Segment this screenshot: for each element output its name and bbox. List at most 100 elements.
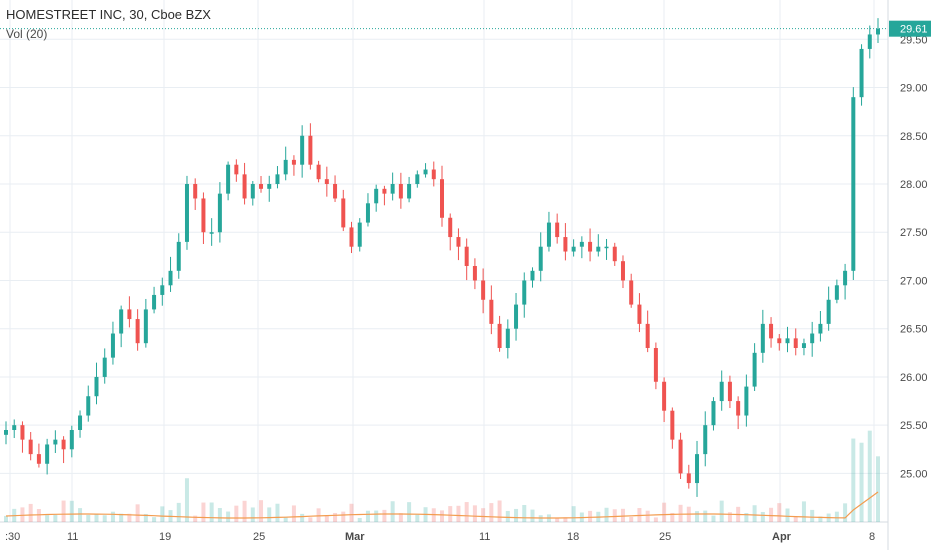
volume-bar bbox=[481, 508, 486, 522]
price-axis[interactable]: 29.50 29.00 28.50 28.00 27.50 27.00 26.50 26.00… bbox=[900, 34, 928, 480]
volume-bar bbox=[810, 509, 815, 522]
candle-body bbox=[645, 323, 650, 348]
chart-title[interactable]: HOMESTREET INC, 30, Cboe BZX bbox=[6, 7, 211, 22]
candle-body bbox=[226, 164, 231, 194]
candle-body bbox=[736, 401, 741, 416]
time-tick-label: 11 bbox=[67, 531, 78, 543]
candle-body bbox=[719, 381, 724, 402]
candle-body bbox=[851, 97, 856, 271]
candle-body bbox=[571, 246, 576, 252]
volume-bar bbox=[711, 515, 716, 522]
volume-bar bbox=[308, 517, 313, 522]
volume-bar bbox=[555, 517, 560, 522]
time-tick-label: 19 bbox=[159, 531, 171, 543]
price-tick-label: 26.00 bbox=[900, 372, 928, 384]
volume-bar bbox=[538, 515, 543, 522]
candle-body bbox=[61, 439, 66, 450]
last-price-marker: 29.61 bbox=[0, 20, 931, 37]
candle-body bbox=[563, 237, 568, 252]
volume-bar bbox=[662, 502, 667, 522]
candle-body bbox=[28, 439, 33, 455]
candle-body bbox=[275, 174, 280, 184]
candle-body bbox=[522, 280, 527, 305]
candle-body bbox=[291, 159, 296, 165]
candle-body bbox=[209, 232, 214, 234]
price-tick-label: 28.50 bbox=[900, 131, 928, 143]
candle-body bbox=[464, 246, 469, 266]
candle-body bbox=[69, 430, 74, 450]
price-tick-label: 29.00 bbox=[900, 83, 928, 95]
volume-bar bbox=[374, 510, 379, 522]
volume-bar bbox=[324, 515, 329, 522]
volume-ma-line bbox=[5, 491, 879, 519]
candle-body bbox=[826, 299, 831, 324]
candlestick-series bbox=[4, 18, 880, 497]
candle-body bbox=[818, 323, 823, 334]
candle-body bbox=[365, 203, 370, 223]
candle-body bbox=[20, 425, 25, 440]
candle-body bbox=[184, 184, 189, 242]
volume-bar bbox=[316, 508, 321, 522]
volume-bar bbox=[300, 513, 305, 522]
candle-body bbox=[695, 454, 700, 484]
volume-indicator-label[interactable]: Vol (20) bbox=[6, 27, 48, 41]
volume-bar bbox=[752, 505, 757, 522]
volume-bar bbox=[505, 510, 510, 522]
volume-bar bbox=[20, 507, 25, 522]
volume-bar bbox=[61, 500, 66, 522]
volume-bar bbox=[160, 506, 165, 522]
volume-bar bbox=[143, 513, 148, 522]
volume-bar bbox=[843, 503, 848, 522]
volume-bar bbox=[357, 517, 362, 522]
candle-body bbox=[349, 227, 354, 247]
candle-body bbox=[769, 323, 774, 339]
volume-bar bbox=[398, 513, 403, 522]
volume-bar bbox=[127, 513, 132, 522]
time-tick-label: 25 bbox=[659, 531, 671, 543]
candle-body bbox=[102, 357, 107, 377]
volume-bar bbox=[727, 512, 732, 522]
candle-body bbox=[785, 338, 790, 344]
candle-body bbox=[300, 135, 305, 165]
candle-body bbox=[867, 34, 872, 49]
volume-bar bbox=[250, 507, 255, 522]
candle-body bbox=[4, 430, 8, 435]
candle-body bbox=[596, 246, 601, 252]
volume-bar bbox=[78, 508, 83, 522]
volume-bar bbox=[678, 504, 683, 522]
volume-bar bbox=[69, 500, 74, 522]
volume-bar bbox=[801, 501, 806, 522]
volume-bar bbox=[267, 507, 272, 522]
volume-bar bbox=[201, 502, 206, 522]
volume-bar bbox=[793, 516, 798, 522]
volume-bar bbox=[440, 510, 444, 522]
time-tick-label: 25 bbox=[253, 531, 265, 543]
candle-body bbox=[637, 304, 642, 324]
time-axis[interactable]: :30 11 19 25 Mar 11 18 25 Apr 8 bbox=[5, 531, 875, 543]
candle-body bbox=[481, 280, 486, 300]
candle-body bbox=[193, 184, 198, 199]
price-tick-label: 27.50 bbox=[900, 227, 928, 239]
candle-body bbox=[45, 444, 50, 464]
candle-body bbox=[374, 188, 379, 204]
candle-body bbox=[382, 188, 387, 194]
volume-bar bbox=[209, 502, 214, 522]
time-tick-label: 11 bbox=[479, 531, 490, 543]
candle-body bbox=[176, 241, 181, 271]
time-tick-label: Mar bbox=[345, 531, 365, 543]
candle-body bbox=[415, 174, 420, 184]
volume-bars bbox=[4, 430, 880, 522]
candle-body bbox=[686, 473, 691, 484]
time-tick-label: 8 bbox=[869, 531, 875, 543]
candle-body bbox=[160, 285, 165, 295]
candle-body bbox=[398, 184, 403, 199]
candle-body bbox=[119, 309, 124, 334]
price-tick-label: 27.00 bbox=[900, 275, 928, 287]
volume-bar bbox=[365, 510, 370, 522]
candle-body bbox=[135, 319, 140, 344]
volume-bar bbox=[382, 509, 387, 522]
volume-bar bbox=[86, 514, 91, 522]
candle-body bbox=[234, 164, 239, 175]
